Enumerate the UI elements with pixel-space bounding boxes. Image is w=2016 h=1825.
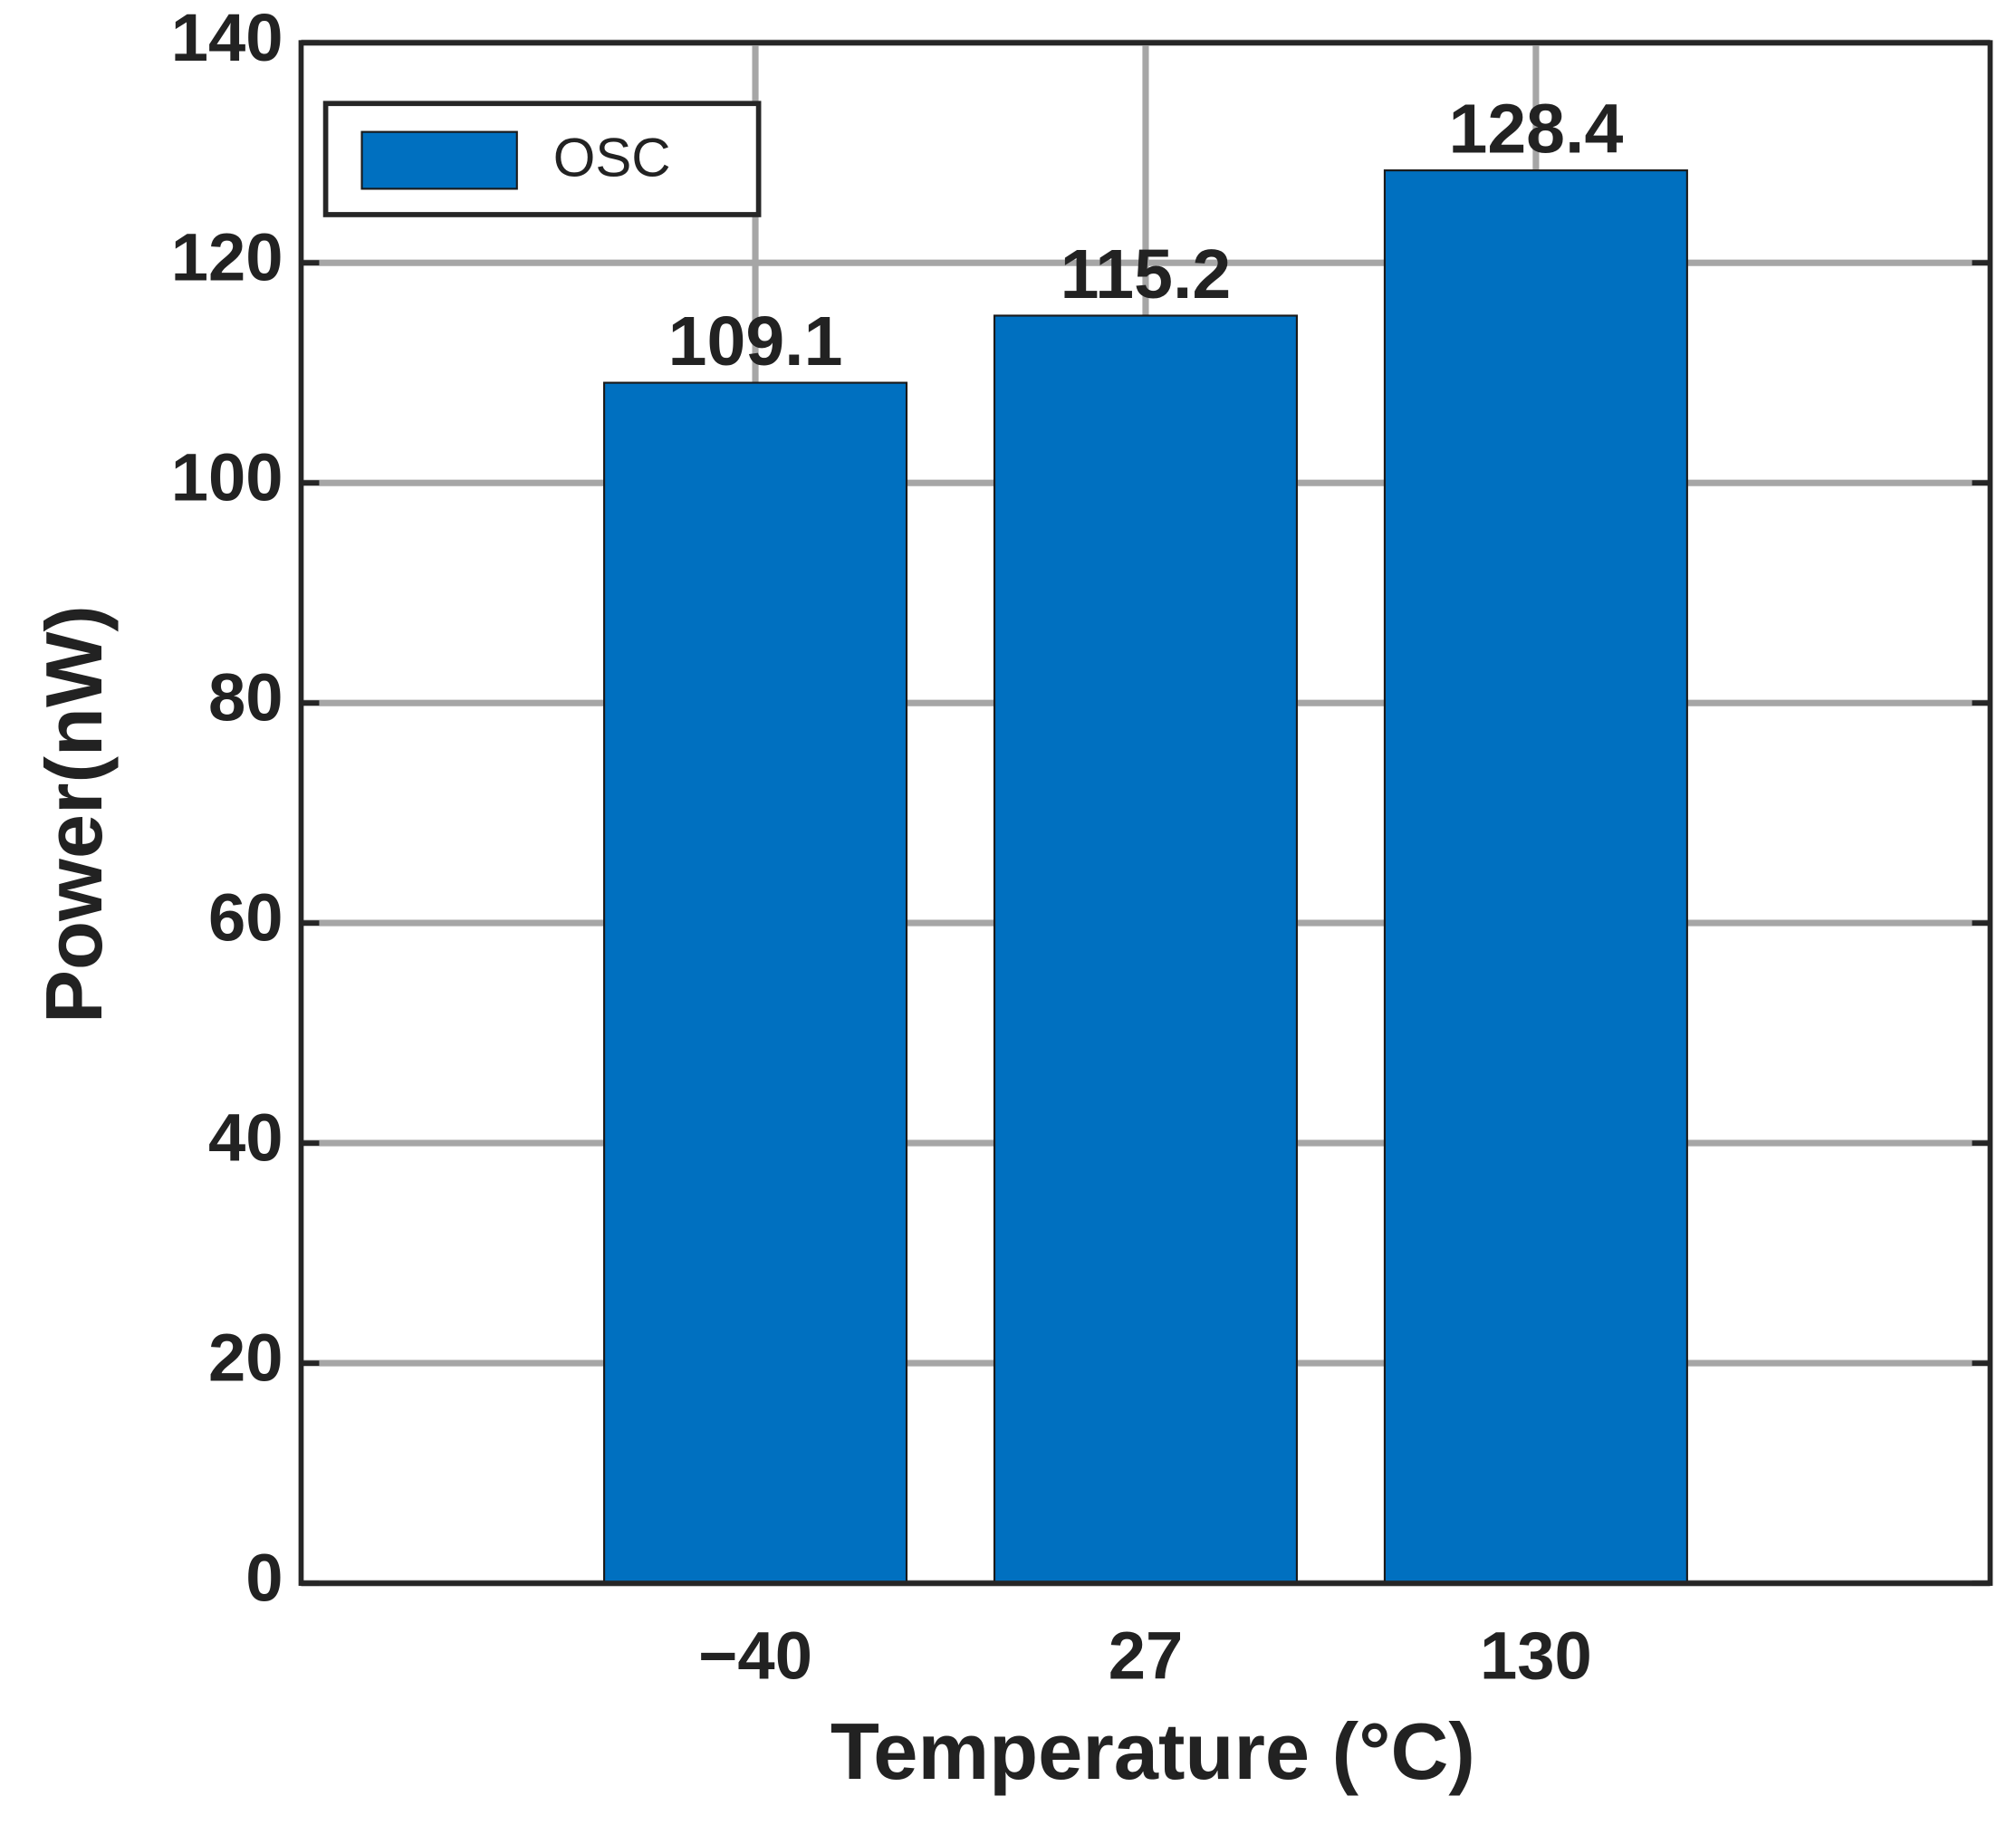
value-label: 109.1	[668, 303, 843, 380]
value-label: 128.4	[1448, 91, 1623, 168]
value-label: 115.2	[1061, 235, 1232, 313]
x-tick-label: −40	[698, 1618, 812, 1693]
y-tick-label: 140	[171, 0, 283, 75]
x-tick-label: 130	[1480, 1618, 1592, 1693]
y-tick-label: 100	[171, 440, 283, 515]
y-tick-label: 60	[208, 880, 283, 956]
y-tick-label: 20	[208, 1321, 283, 1396]
legend-swatch	[360, 130, 518, 190]
bar	[993, 314, 1298, 1585]
y-tick-label: 80	[208, 660, 283, 735]
y-axis-label: Power(nW)	[29, 605, 119, 1023]
bar	[1383, 169, 1688, 1585]
y-tick-label: 0	[245, 1541, 283, 1616]
bar	[603, 381, 908, 1585]
x-tick-label: 27	[1109, 1618, 1184, 1693]
y-tick-label: 120	[171, 220, 283, 295]
y-tick-label: 40	[208, 1100, 283, 1176]
legend-label: OSC	[553, 127, 671, 187]
x-axis-label: Temperature (°C)	[830, 1706, 1475, 1796]
plot-frame	[298, 40, 1993, 1586]
